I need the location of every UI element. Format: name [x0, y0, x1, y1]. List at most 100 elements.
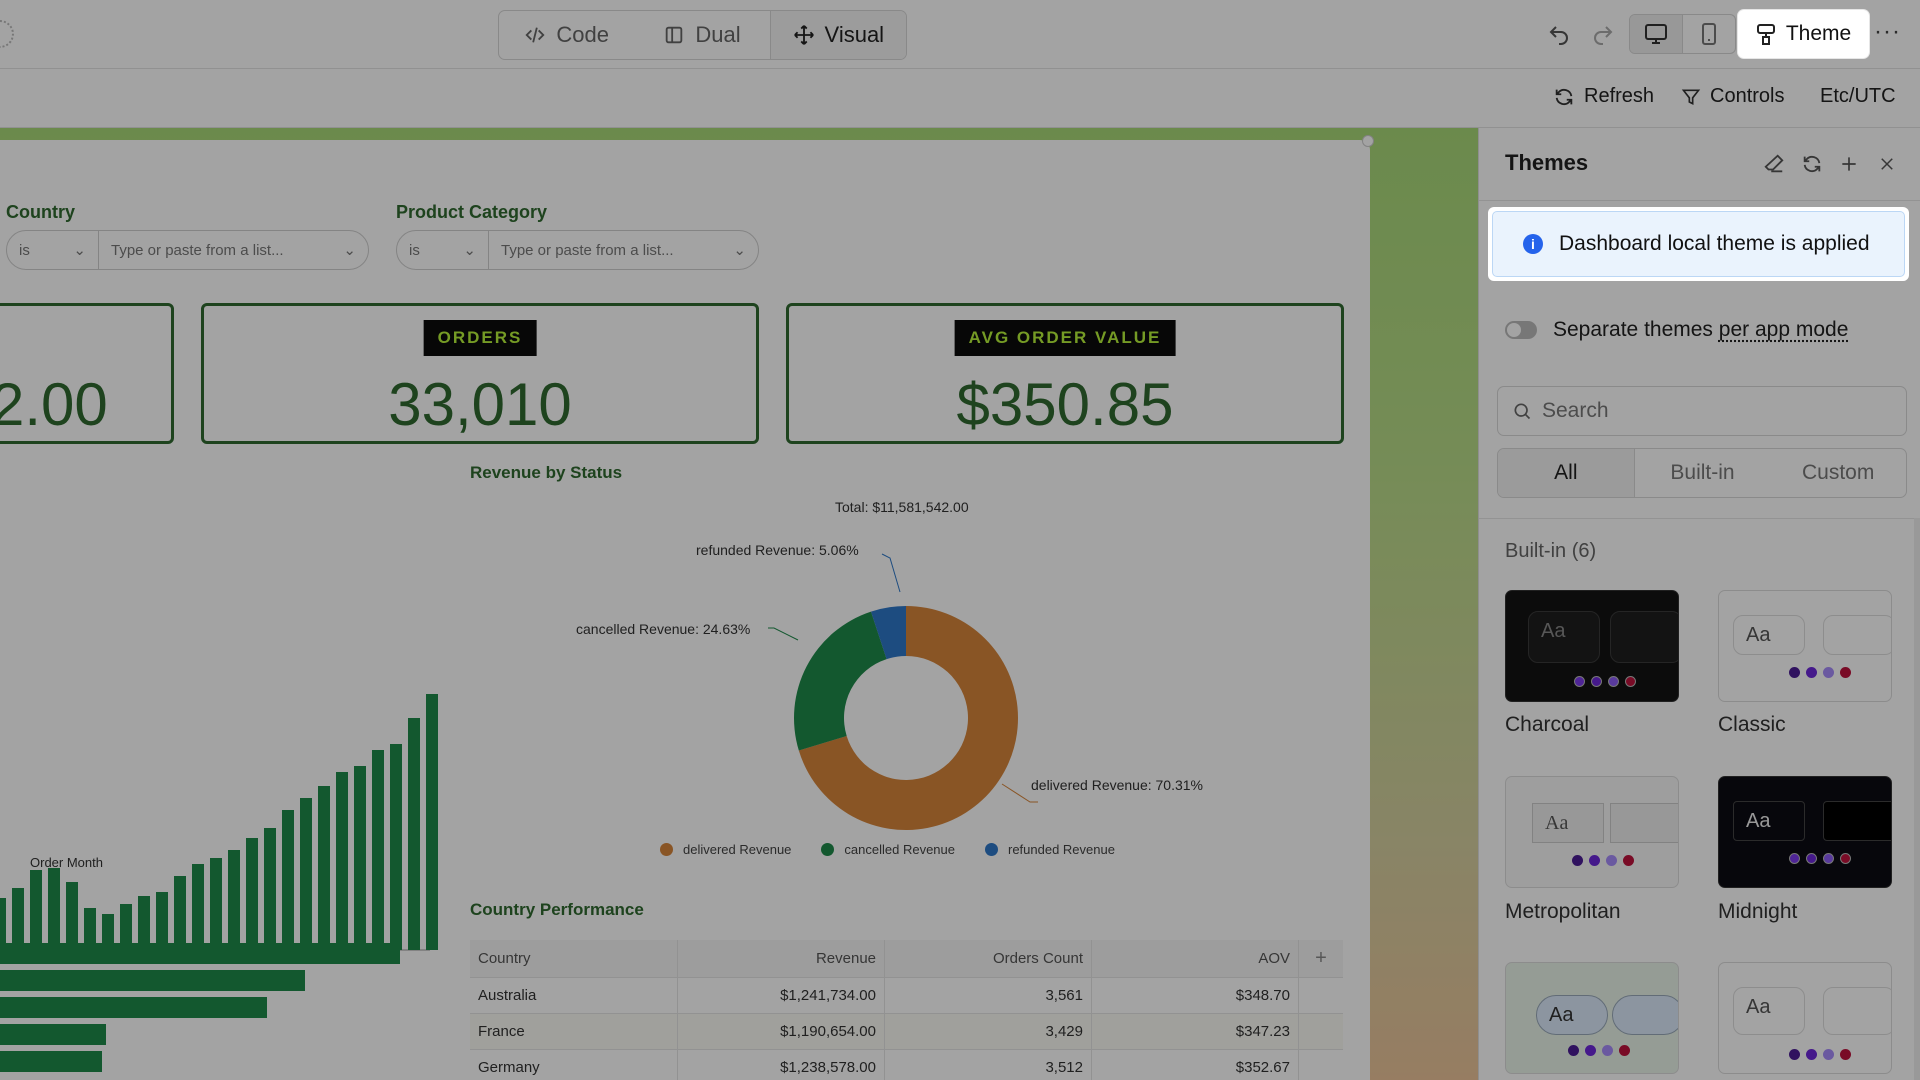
scrollbar[interactable]	[1914, 518, 1920, 1080]
theme-card-metropolitan[interactable]: Aa	[1505, 776, 1679, 888]
leader-line-refunded	[882, 554, 900, 592]
filter-country-operator[interactable]: is ⌄	[7, 231, 99, 269]
filter-category-input[interactable]: Type or paste from a list... ⌄	[489, 231, 758, 269]
redo-icon[interactable]	[1588, 20, 1618, 50]
cell-revenue: $1,238,578.00	[678, 1050, 885, 1080]
theme-search-input[interactable]: Search	[1497, 386, 1907, 436]
desktop-preview-button[interactable]	[1630, 15, 1683, 53]
mode-visual-label: Visual	[825, 22, 885, 48]
filter-category-placeholder: Type or paste from a list...	[501, 242, 674, 259]
mode-code-label: Code	[556, 22, 609, 48]
mobile-preview-button[interactable]	[1683, 15, 1735, 53]
legend-label: refunded Revenue	[1008, 842, 1115, 857]
timezone-label: Etc/UTC	[1820, 85, 1896, 108]
eraser-icon[interactable]	[1761, 151, 1787, 177]
theme-sample-text: Aa	[1528, 611, 1600, 663]
theme-palette	[1568, 1045, 1630, 1056]
bar	[48, 868, 60, 950]
theme-sample-box	[1612, 995, 1679, 1035]
chevron-down-icon: ⌄	[733, 241, 746, 259]
controls-button[interactable]: Controls	[1681, 85, 1784, 108]
theme-card-5[interactable]: Aa	[1505, 962, 1679, 1074]
horizontal-bar	[0, 943, 400, 964]
bar	[372, 750, 384, 950]
timezone-selector[interactable]: Etc/UTC	[1820, 85, 1896, 108]
refresh-button[interactable]: Refresh	[1553, 85, 1654, 108]
mode-dual-button[interactable]: Dual	[634, 11, 769, 59]
filter-category-operator[interactable]: is ⌄	[397, 231, 489, 269]
table-header-row: Country Revenue Orders Count AOV +	[470, 940, 1343, 978]
tab-all[interactable]: All	[1498, 449, 1635, 497]
column-header-revenue[interactable]: Revenue	[678, 940, 885, 977]
divider	[1479, 518, 1920, 519]
monthly-bar-chart: Jan 2025 Jul 2025 Jan 2026 Jul 2026	[0, 510, 440, 970]
mode-visual-button[interactable]: Visual	[770, 11, 906, 59]
tab-built-in[interactable]: Built-in	[1635, 449, 1771, 497]
table-row: Australia $1,241,734.00 3,561 $348.70	[470, 978, 1343, 1014]
refresh-icon	[1553, 86, 1575, 108]
bar	[246, 838, 258, 950]
code-icon	[524, 24, 546, 46]
kpi-label: AVG ORDER VALUE	[955, 320, 1176, 356]
dashboard-actions-bar: Refresh Controls Etc/UTC	[0, 69, 1920, 128]
chevron-down-icon: ⌄	[463, 241, 476, 259]
theme-button[interactable]: Theme	[1738, 10, 1869, 58]
legend-item-cancelled[interactable]: cancelled Revenue	[821, 842, 955, 857]
bar	[210, 858, 222, 950]
theme-palette	[1574, 676, 1636, 687]
column-header-aov[interactable]: AOV	[1092, 940, 1299, 977]
column-header-country[interactable]: Country	[470, 940, 678, 977]
legend-label: delivered Revenue	[683, 842, 791, 857]
bar	[282, 810, 294, 950]
resize-handle[interactable]	[1362, 135, 1374, 147]
theme-sample-box	[1610, 611, 1679, 663]
bar	[300, 798, 312, 950]
add-column-icon[interactable]: +	[1299, 947, 1343, 970]
legend-item-refunded[interactable]: refunded Revenue	[985, 842, 1115, 857]
more-options-icon[interactable]: ···	[1874, 18, 1901, 46]
close-icon[interactable]	[1874, 151, 1900, 177]
donut-label-delivered: delivered Revenue: 70.31%	[1031, 777, 1203, 793]
separate-themes-toggle[interactable]	[1505, 321, 1537, 339]
add-icon[interactable]	[1836, 151, 1862, 177]
theme-card-midnight[interactable]: Aa	[1718, 776, 1892, 888]
tab-custom[interactable]: Custom	[1770, 449, 1906, 497]
themes-panel-title: Themes	[1505, 150, 1588, 176]
theme-card-classic[interactable]: Aa	[1718, 590, 1892, 702]
theme-palette	[1789, 667, 1851, 678]
kpi-value: 33,010	[204, 370, 756, 439]
bar	[426, 694, 438, 950]
cell-orders: 3,561	[885, 978, 1092, 1013]
country-performance-table: Country Revenue Orders Count AOV + Austr…	[470, 940, 1343, 1080]
bar	[318, 786, 330, 950]
bar	[66, 882, 78, 950]
kpi-value: 2.00	[0, 370, 171, 439]
donut-chart-title: Revenue by Status	[470, 463, 622, 483]
donut-total-label: Total: $11,581,542.00	[835, 499, 969, 515]
mode-code-button[interactable]: Code	[499, 11, 634, 59]
donut-label-cancelled: cancelled Revenue: 24.63%	[576, 621, 750, 637]
cell-country: Germany	[470, 1050, 678, 1080]
theme-card-6[interactable]: Aa	[1718, 962, 1892, 1074]
horizontal-bar-chart	[0, 943, 420, 1080]
kpi-value: $350.85	[789, 370, 1341, 439]
filter-country-input[interactable]: Type or paste from a list... ⌄	[99, 231, 368, 269]
bar	[138, 896, 150, 950]
cell-country: Australia	[470, 978, 678, 1013]
donut-legend: delivered Revenue cancelled Revenue refu…	[660, 842, 1115, 857]
desktop-icon	[1644, 23, 1668, 45]
theme-name: Midnight	[1718, 900, 1797, 924]
theme-card-charcoal[interactable]: Aa	[1505, 590, 1679, 702]
filter-country-operator-value: is	[19, 242, 30, 259]
theme-button-label: Theme	[1786, 22, 1851, 46]
controls-label: Controls	[1710, 85, 1784, 108]
legend-item-delivered[interactable]: delivered Revenue	[660, 842, 791, 857]
per-app-mode-link[interactable]: per app mode	[1719, 318, 1849, 341]
theme-name: Classic	[1718, 713, 1786, 737]
undo-icon[interactable]	[1544, 20, 1574, 50]
toggle-text: Separate themes	[1553, 318, 1713, 341]
theme-sample-box	[1610, 803, 1679, 843]
refresh-icon[interactable]	[1799, 151, 1825, 177]
horizontal-bar	[0, 1051, 102, 1072]
column-header-orders-count[interactable]: Orders Count	[885, 940, 1092, 977]
